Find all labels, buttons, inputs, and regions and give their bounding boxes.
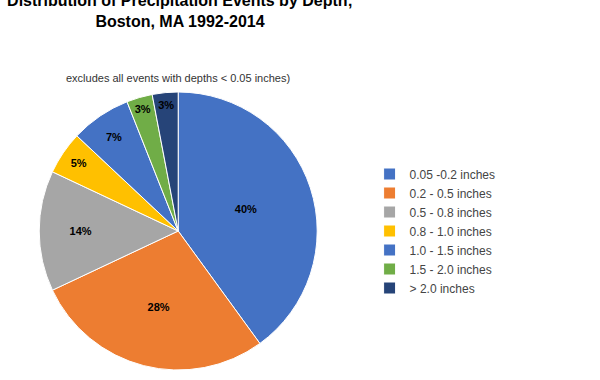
- svg-text:Distribution of Precipitation: Distribution of Precipitation Events by …: [7, 0, 353, 29]
- svg-text:3%: 3%: [135, 103, 151, 115]
- svg-text:0.2 - 0.5 inches: 0.2 - 0.5 inches: [410, 187, 492, 201]
- svg-text:5%: 5%: [71, 157, 87, 169]
- svg-text:0.05 -0.2 inches: 0.05 -0.2 inches: [410, 168, 495, 182]
- svg-text:28%: 28%: [148, 301, 170, 313]
- svg-text:0.5 - 0.8 inches: 0.5 - 0.8 inches: [410, 206, 492, 220]
- svg-text:> 2.0 inches: > 2.0 inches: [410, 282, 475, 296]
- svg-text:14%: 14%: [70, 225, 92, 237]
- svg-text:7%: 7%: [106, 131, 122, 143]
- svg-text:3%: 3%: [158, 99, 174, 111]
- svg-text:excludes all events with depth: excludes all events with depths < 0.05 i…: [66, 72, 290, 84]
- svg-text:1.0 - 1.5 inches: 1.0 - 1.5 inches: [410, 244, 492, 258]
- svg-text:0.8 - 1.0 inches: 0.8 - 1.0 inches: [410, 225, 492, 239]
- svg-text:1.5 - 2.0 inches: 1.5 - 2.0 inches: [410, 263, 492, 277]
- svg-text:40%: 40%: [235, 203, 257, 215]
